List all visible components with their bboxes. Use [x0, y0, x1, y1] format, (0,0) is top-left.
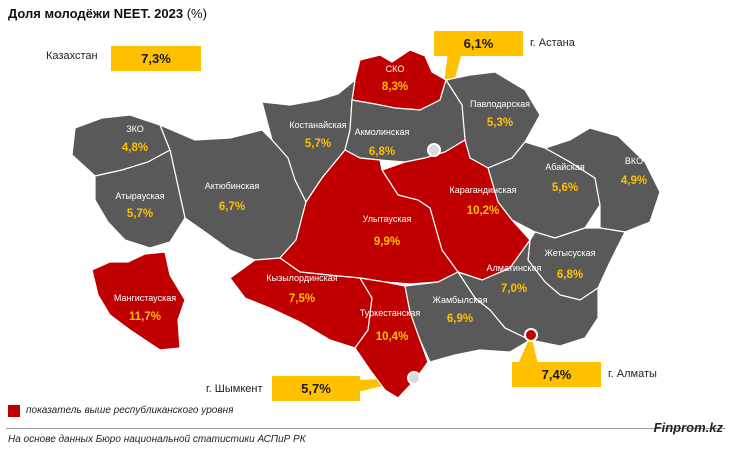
region-name-label: Улытауская [363, 214, 412, 224]
region-atyrauskaya[interactable] [94, 149, 186, 249]
region-name-label: ВКО [625, 156, 643, 166]
title-unit: (%) [186, 6, 207, 21]
region-name-label: Жетысуская [545, 248, 596, 258]
kazakhstan-value-box: 7,3% [111, 46, 201, 71]
shymkent-marker[interactable] [407, 371, 421, 385]
region-name-label: Абайская [545, 162, 585, 172]
region-value-label: 7,5% [289, 293, 315, 305]
kazakhstan-label: Казахстан [46, 50, 98, 62]
chart-title: Доля молодёжи NEET. 2023 (%) [8, 6, 207, 21]
region-name-label: Акмолинская [355, 127, 410, 137]
astana-value-box: 6,1% [434, 31, 523, 56]
region-value-label: 5,7% [305, 138, 331, 150]
legend-text: показатель выше республиканского уровня [26, 405, 234, 416]
region-vko[interactable] [543, 127, 661, 233]
legend-swatch [8, 405, 20, 417]
astana-label: г. Астана [530, 37, 575, 49]
region-mangistauskaya[interactable] [91, 251, 186, 351]
title-main: Доля молодёжи NEET. 2023 [8, 6, 184, 21]
region-value-label: 9,9% [374, 236, 400, 248]
region-value-label: 5,3% [487, 117, 513, 129]
almaty-label: г. Алматы [608, 368, 657, 380]
region-name-label: Карагандинская [449, 185, 516, 195]
brand-logo[interactable]: Finprom.kz [653, 420, 723, 435]
shymkent-label: г. Шымкент [206, 383, 263, 395]
region-name-label: Туркестанская [360, 308, 421, 318]
region-value-label: 6,8% [557, 269, 583, 281]
region-value-label: 6,7% [219, 201, 245, 213]
region-value-label: 10,4% [376, 331, 409, 343]
region-value-label: 4,9% [621, 175, 647, 187]
region-value-label: 7,0% [501, 283, 527, 295]
region-value-label: 6,9% [447, 313, 473, 325]
region-value-label: 4,8% [122, 142, 148, 154]
footer-divider [6, 428, 725, 429]
almaty-callout-pointer [518, 335, 538, 364]
region-name-label: Мангистауская [114, 293, 176, 303]
region-name-label: Алматинская [487, 263, 542, 273]
region-name-label: Кызылординская [266, 273, 337, 283]
region-name-label: Атырауская [115, 191, 164, 201]
region-value-label: 11,7% [129, 311, 161, 323]
region-name-label: Жамбылская [433, 295, 488, 305]
region-ulytauskaya[interactable] [279, 149, 459, 285]
almaty-marker[interactable] [524, 328, 538, 342]
astana-marker[interactable] [427, 143, 441, 157]
region-name-label: Актюбинская [205, 181, 260, 191]
almaty-value-box: 7,4% [512, 362, 601, 387]
region-value-label: 10,2% [467, 205, 500, 217]
region-value-label: 5,6% [552, 182, 578, 194]
region-value-label: 5,7% [127, 208, 153, 220]
region-name-label: ЗКО [126, 124, 144, 134]
region-value-label: 6,8% [369, 146, 395, 158]
region-value-label: 8,3% [382, 81, 408, 93]
shymkent-value-box: 5,7% [272, 376, 360, 401]
region-name-label: Павлодарская [470, 99, 530, 109]
region-zhambylskaya[interactable] [404, 271, 532, 363]
region-sko[interactable] [351, 49, 447, 111]
region-name-label: Костанайская [289, 120, 346, 130]
region-name-label: СКО [386, 64, 405, 74]
source-note: На основе данных Бюро национальной стати… [8, 434, 306, 445]
